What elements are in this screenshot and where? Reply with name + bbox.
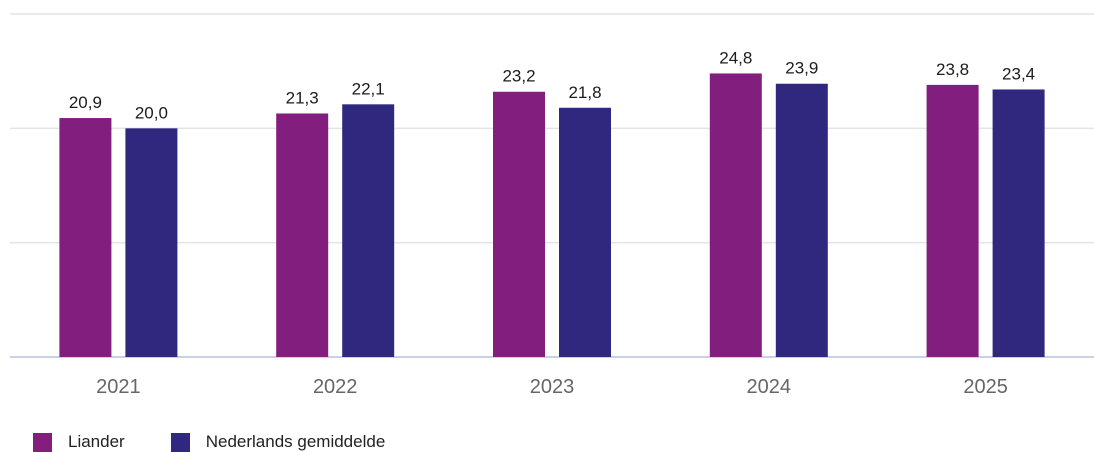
data-label-nederlands-gemiddelde-2022: 22,1	[352, 79, 385, 98]
data-label-liander-2025: 23,8	[936, 60, 969, 79]
bar-liander-2022[interactable]	[276, 113, 329, 357]
bars	[59, 73, 1045, 358]
legend: Liander Nederlands gemiddelde	[33, 432, 385, 452]
legend-item-liander[interactable]: Liander	[33, 432, 125, 452]
legend-label-nederlands-gemiddelde: Nederlands gemiddelde	[205, 432, 386, 451]
legend-item-nederlands-gemiddelde[interactable]: Nederlands gemiddelde	[170, 432, 386, 452]
bar-chart: 20,9 20,0 21,3 22,1 23,2 21,8 24,8 23,9 23,8 23,4…	[10, 13, 1094, 398]
data-label-nederlands-gemiddelde-2023: 21,8	[568, 83, 601, 102]
data-label-liander-2023: 23,2	[502, 67, 535, 86]
legend-swatch-nederlands-gemiddelde	[170, 432, 190, 452]
data-label-nederlands-gemiddelde-2021: 20,0	[135, 103, 168, 122]
bar-nederlands-gemiddelde-2023[interactable]	[559, 107, 611, 358]
data-label-liander-2022: 21,3	[286, 88, 319, 107]
data-label-nederlands-gemiddelde-2025: 23,4	[1002, 64, 1035, 83]
bar-nederlands-gemiddelde-2021[interactable]	[125, 128, 178, 357]
x-tick-2021: 2021	[96, 376, 141, 398]
bar-liander-2024[interactable]	[709, 73, 762, 357]
bar-nederlands-gemiddelde-2024[interactable]	[775, 83, 828, 357]
bar-nederlands-gemiddelde-2025[interactable]	[992, 89, 1045, 358]
x-tick-2024: 2024	[747, 376, 792, 398]
data-label-nederlands-gemiddelde-2024: 23,9	[785, 59, 818, 78]
data-label-liander-2024: 24,8	[719, 48, 752, 67]
x-tick-2025: 2025	[963, 376, 1008, 398]
gridlines	[10, 13, 1094, 358]
bar-liander-2025[interactable]	[926, 84, 979, 358]
bar-nederlands-gemiddelde-2022[interactable]	[342, 104, 395, 357]
x-tick-2022: 2022	[313, 376, 358, 398]
x-tick-2023: 2023	[530, 376, 575, 398]
data-labels: 20,9 20,0 21,3 22,1 23,2 21,8 24,8 23,9 23,8 23,4	[69, 48, 1035, 122]
bar-liander-2021[interactable]	[59, 118, 112, 357]
legend-label-liander: Liander	[68, 432, 125, 451]
x-axis-ticks: 2021 2022 2023 2024 2025	[96, 376, 1008, 398]
bar-liander-2023[interactable]	[493, 91, 545, 357]
legend-swatch-liander	[33, 432, 52, 452]
data-label-liander-2021: 20,9	[69, 93, 102, 112]
